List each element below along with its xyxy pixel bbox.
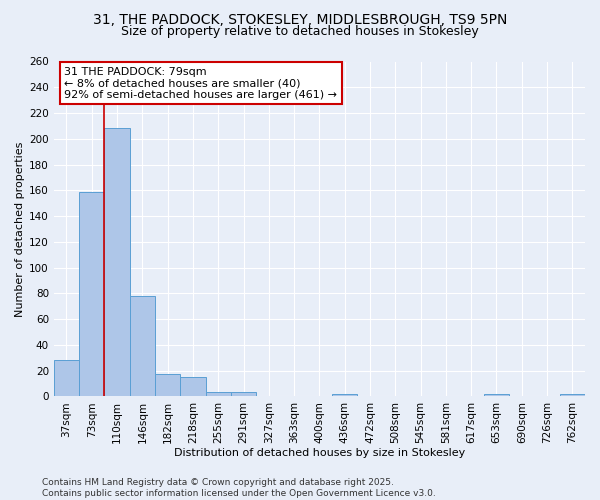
Bar: [79, 192, 104, 396]
Bar: [130, 296, 155, 396]
Bar: [104, 128, 130, 396]
Bar: [231, 392, 256, 396]
Text: Contains HM Land Registry data © Crown copyright and database right 2025.
Contai: Contains HM Land Registry data © Crown c…: [42, 478, 436, 498]
X-axis label: Distribution of detached houses by size in Stokesley: Distribution of detached houses by size …: [174, 448, 465, 458]
Bar: [155, 374, 180, 396]
Bar: [206, 392, 231, 396]
Bar: [180, 377, 206, 396]
Bar: [54, 360, 79, 396]
Bar: [332, 394, 358, 396]
Y-axis label: Number of detached properties: Number of detached properties: [15, 141, 25, 316]
Bar: [484, 394, 509, 396]
Bar: [560, 394, 585, 396]
Text: 31, THE PADDOCK, STOKESLEY, MIDDLESBROUGH, TS9 5PN: 31, THE PADDOCK, STOKESLEY, MIDDLESBROUG…: [93, 12, 507, 26]
Text: Size of property relative to detached houses in Stokesley: Size of property relative to detached ho…: [121, 25, 479, 38]
Text: 31 THE PADDOCK: 79sqm
← 8% of detached houses are smaller (40)
92% of semi-detac: 31 THE PADDOCK: 79sqm ← 8% of detached h…: [64, 66, 337, 100]
